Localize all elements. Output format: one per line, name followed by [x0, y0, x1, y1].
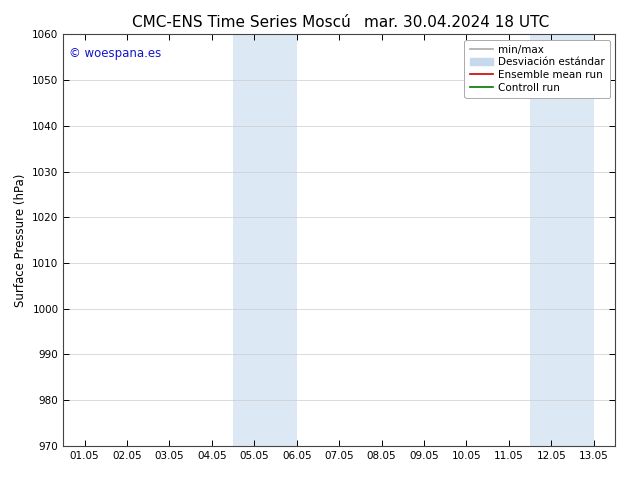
Legend: min/max, Desviación estándar, Ensemble mean run, Controll run: min/max, Desviación estándar, Ensemble m… — [465, 40, 610, 98]
Text: © woespana.es: © woespana.es — [69, 47, 161, 60]
Text: CMC-ENS Time Series Moscú: CMC-ENS Time Series Moscú — [131, 15, 351, 30]
Text: mar. 30.04.2024 18 UTC: mar. 30.04.2024 18 UTC — [364, 15, 549, 30]
Bar — [530, 34, 594, 446]
Y-axis label: Surface Pressure (hPa): Surface Pressure (hPa) — [14, 173, 27, 307]
Bar — [233, 34, 297, 446]
